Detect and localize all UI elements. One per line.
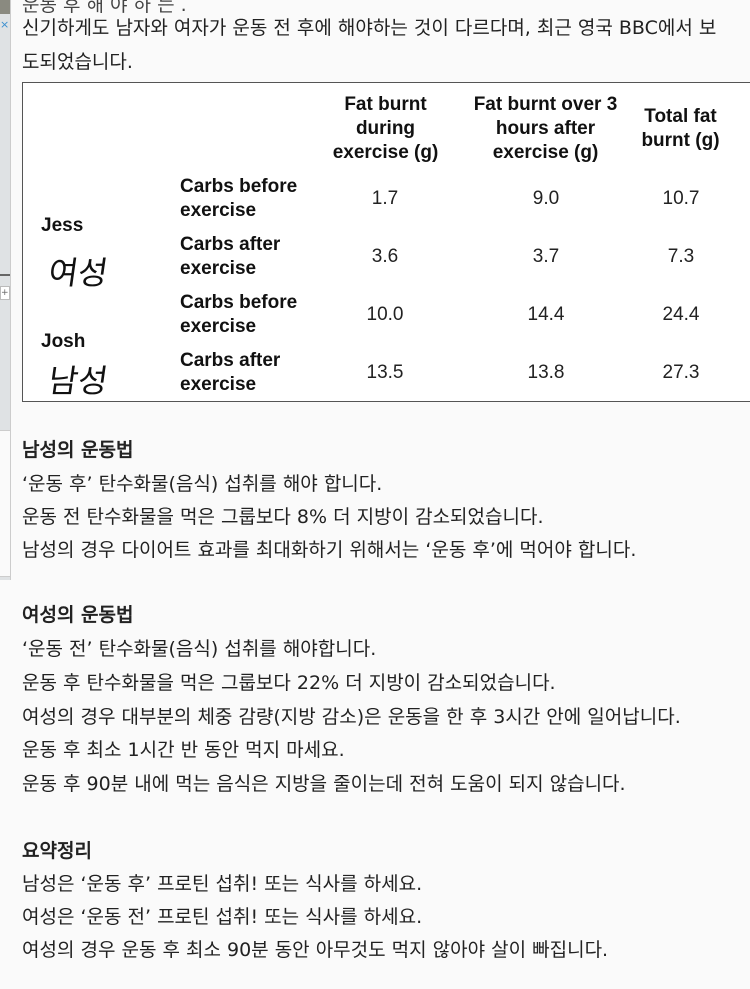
section-line: 여성은 ‘운동 전’ 프로틴 섭취! 또는 식사를 하세요. bbox=[22, 906, 423, 928]
section-line: 운동 후 탄수화물을 먹은 그룹보다 22% 더 지방이 감소되었습니다. bbox=[22, 672, 556, 694]
divider bbox=[0, 274, 10, 276]
panel-box bbox=[0, 430, 11, 577]
section-heading: 남성의 운동법 bbox=[22, 439, 134, 461]
section-line: 여성의 경우 대부분의 체중 감량(지방 감소)은 운동을 한 후 3시간 안에… bbox=[22, 706, 681, 728]
handwritten-female: 여성 bbox=[46, 254, 111, 292]
section-line: 운동 후 최소 1시간 반 동안 먹지 마세요. bbox=[22, 739, 345, 761]
header-total: Total fat burnt (g) bbox=[641, 106, 720, 151]
close-icon[interactable]: × bbox=[0, 18, 10, 31]
section-line: ‘운동 후’ 탄수화물(음식) 섭취를 해야 합니다. bbox=[22, 473, 383, 495]
fat-burn-table-image: Fat burnt during exercise (g) Fat burnt ov… bbox=[22, 82, 750, 402]
intro-line-2: 도되었습니다. bbox=[22, 51, 133, 73]
section-heading: 요약정리 bbox=[22, 840, 92, 862]
handwritten-male: 남성 bbox=[46, 362, 111, 400]
section-heading: 여성의 운동법 bbox=[22, 604, 134, 626]
section-line: 남성은 ‘운동 후’ 프로틴 섭취! 또는 식사를 하세요. bbox=[22, 873, 423, 895]
group-name-josh: Josh bbox=[41, 331, 86, 352]
section-line: 남성의 경우 다이어트 효과를 최대화하기 위해서는 ‘운동 후’에 먹어야 합… bbox=[22, 539, 637, 561]
header-after: Fat burnt over 3 hours after exercise (g) bbox=[473, 94, 618, 163]
intro-line-1: 신기하게도 남자와 여자가 운동 전 후에 해야하는 것이 다르다며, 최근 영… bbox=[22, 17, 717, 39]
section-line: 운동 후 90분 내에 먹는 음식은 지방을 줄이는데 전혀 도움이 되지 않습… bbox=[22, 773, 626, 795]
panel-header bbox=[0, 0, 10, 14]
section-line: 운동 전 탄수화물을 먹은 그룹보다 8% 더 지방이 감소되었습니다. bbox=[22, 506, 544, 528]
group-name-jess: Jess bbox=[41, 215, 84, 236]
section-line: ‘운동 전’ 탄수화물(음식) 섭취를 해야합니다. bbox=[22, 638, 377, 660]
header-during: Fat burnt during exercise (g) bbox=[332, 94, 439, 163]
cut-off-text: 운동 후 해 야 하 는 . bbox=[22, 0, 187, 16]
section-line: 여성의 경우 운동 후 최소 90분 동안 아무것도 먹지 않아야 살이 빠집니… bbox=[22, 939, 609, 961]
expand-icon[interactable]: + bbox=[0, 286, 10, 300]
side-panel-fragment: × + bbox=[0, 0, 11, 580]
